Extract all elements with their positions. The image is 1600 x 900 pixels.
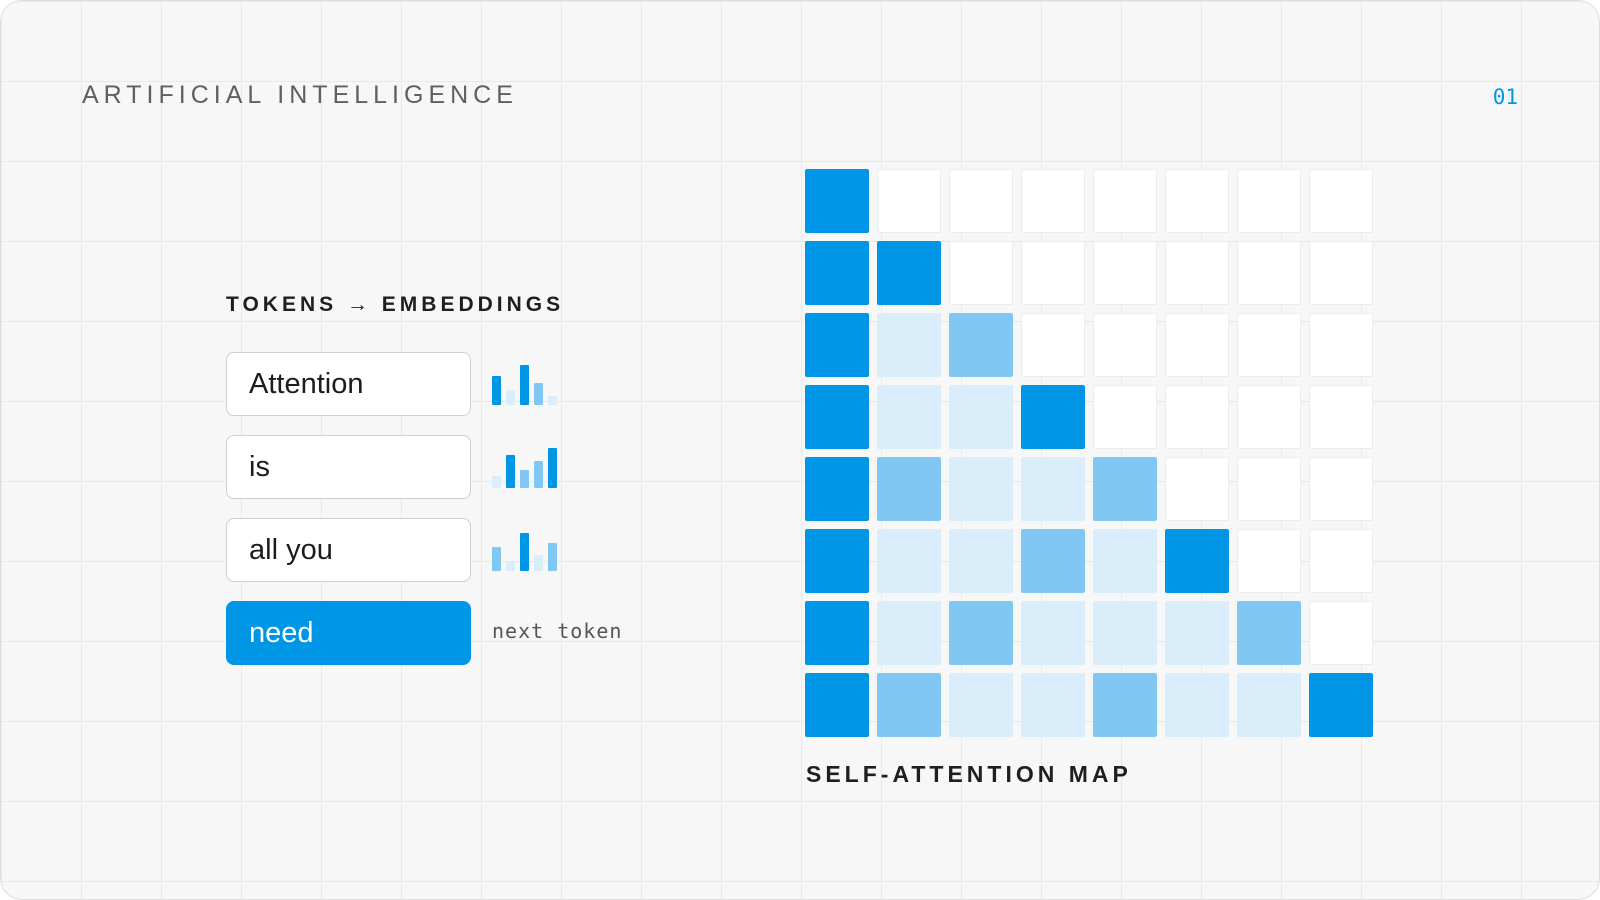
next-token-label: next token [492,619,623,643]
embedding-bar [548,448,557,488]
attention-cell [1309,169,1373,233]
attention-cell [1309,241,1373,305]
attention-cell [1093,457,1157,521]
attention-cell [805,169,869,233]
embedding-bar [506,561,515,571]
attention-cell [1093,385,1157,449]
attention-cell [805,241,869,305]
attention-cell [1309,385,1373,449]
attention-map-title: SELF-ATTENTION MAP [806,761,1132,787]
embedding-bar [492,476,501,488]
attention-cell [877,241,941,305]
attention-cell [1021,457,1085,521]
token-attention: Attention [226,352,471,416]
attention-cell [949,457,1013,521]
header-title: ARTIFICIAL INTELLIGENCE [82,81,518,109]
embedding-bars-all-you [492,531,558,571]
attention-cell [949,241,1013,305]
attention-cell [1237,457,1301,521]
attention-cell [877,673,941,737]
attention-cell [1237,673,1301,737]
attention-cell [805,313,869,377]
embedding-bar [520,470,529,488]
page-number: 01 [1492,85,1518,109]
attention-cell [1093,529,1157,593]
embedding-bar [492,547,501,571]
embedding-bar [520,533,529,571]
embedding-bars-attention [492,365,558,405]
attention-cell [877,169,941,233]
attention-cell [1021,385,1085,449]
token-all-you: all you [226,518,471,582]
attention-cell [1309,673,1373,737]
attention-cell [1165,385,1229,449]
embedding-bar [534,555,543,571]
attention-cell [877,529,941,593]
attention-cell [1093,169,1157,233]
embedding-bar [506,390,515,405]
attention-cell [949,385,1013,449]
attention-cell [1237,529,1301,593]
attention-cell [1237,601,1301,665]
embedding-bar [534,383,543,405]
attention-cell [1309,457,1373,521]
attention-cell [949,313,1013,377]
attention-cell [1093,601,1157,665]
attention-cell [1021,601,1085,665]
attention-cell [1165,529,1229,593]
attention-cell [949,673,1013,737]
embedding-bar [548,396,557,405]
attention-cell [1237,241,1301,305]
attention-cell [805,601,869,665]
attention-cell [949,529,1013,593]
attention-cell [949,601,1013,665]
attention-cell [877,385,941,449]
attention-cell [1165,241,1229,305]
token-is: is [226,435,471,499]
attention-cell [805,457,869,521]
attention-cell [1093,673,1157,737]
embedding-bar [548,543,557,571]
attention-cell [1093,241,1157,305]
attention-cell [1165,601,1229,665]
attention-cell [1165,169,1229,233]
attention-cell [1021,529,1085,593]
attention-cell [1021,673,1085,737]
attention-cell [1237,313,1301,377]
attention-cell [1021,169,1085,233]
attention-cell [1093,313,1157,377]
attention-cell [949,169,1013,233]
attention-cell [1165,457,1229,521]
attention-cell [1021,313,1085,377]
attention-cell [877,457,941,521]
embedding-bar [534,461,543,488]
attention-cell [1237,169,1301,233]
embedding-bars-is [492,448,558,488]
attention-cell [1165,673,1229,737]
attention-cell [1309,601,1373,665]
attention-cell [805,673,869,737]
embedding-bar [492,376,501,405]
attention-cell [1237,385,1301,449]
attention-cell [1309,313,1373,377]
token-need: need [226,601,471,665]
attention-cell [1021,241,1085,305]
attention-cell [805,385,869,449]
attention-cell [877,601,941,665]
embedding-bar [506,455,515,488]
embeddings-title: TOKENS → EMBEDDINGS [226,293,565,316]
embedding-bar [520,365,529,405]
attention-cell [877,313,941,377]
attention-cell [1165,313,1229,377]
attention-cell [805,529,869,593]
attention-cell [1309,529,1373,593]
